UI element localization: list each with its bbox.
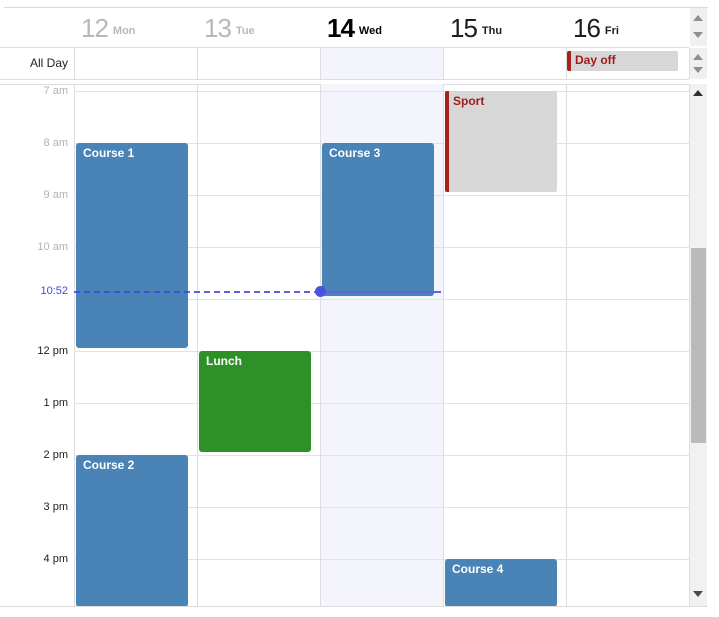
day-weekday: Thu bbox=[481, 25, 503, 37]
day-number: 13 bbox=[204, 12, 232, 43]
main-scrollbar[interactable] bbox=[690, 84, 707, 606]
event-course-1[interactable]: Course 1 bbox=[76, 143, 188, 348]
allday-column-line bbox=[443, 48, 444, 79]
allday-bottom-divider bbox=[0, 79, 689, 80]
time-label: 7 am bbox=[43, 85, 68, 97]
allday-row-label: All Day bbox=[29, 56, 68, 70]
day-number: 12 bbox=[81, 12, 109, 43]
scroll-down-icon[interactable] bbox=[693, 67, 703, 73]
column-line bbox=[320, 84, 321, 607]
scroll-down-icon[interactable] bbox=[693, 32, 703, 38]
time-label: 3 pm bbox=[43, 501, 68, 513]
allday-scrollbar[interactable] bbox=[690, 48, 707, 79]
event-lunch[interactable]: Lunch bbox=[199, 351, 311, 452]
time-label: 4 pm bbox=[43, 553, 68, 565]
allday-today-cell bbox=[320, 48, 443, 79]
column-line bbox=[443, 84, 444, 607]
time-label: 8 am bbox=[43, 137, 68, 149]
column-line bbox=[566, 84, 567, 607]
allday-top-divider bbox=[0, 47, 689, 48]
scroll-up-icon[interactable] bbox=[693, 15, 703, 21]
time-label: 12 pm bbox=[37, 345, 68, 357]
allday-column-line bbox=[74, 48, 75, 79]
time-label: 2 pm bbox=[43, 449, 68, 461]
hour-gridline bbox=[74, 559, 689, 560]
scroll-up-icon[interactable] bbox=[693, 90, 703, 96]
current-time-dot-icon bbox=[315, 286, 326, 297]
allday-event[interactable]: Day off bbox=[567, 51, 678, 71]
day-weekday: Tue bbox=[235, 25, 255, 37]
day-weekday: Wed bbox=[358, 25, 382, 37]
current-time-solid-line bbox=[320, 291, 441, 293]
allday-column-line bbox=[197, 48, 198, 79]
day-weekday: Fri bbox=[604, 25, 619, 37]
time-label: 10 am bbox=[37, 241, 68, 253]
allday-column-line bbox=[689, 48, 690, 79]
scrollbar-thumb[interactable] bbox=[691, 248, 706, 443]
scroll-down-icon[interactable] bbox=[693, 591, 703, 597]
day-header-thu[interactable]: 15 Thu bbox=[443, 8, 566, 47]
hour-gridline bbox=[74, 299, 689, 300]
time-label: 1 pm bbox=[43, 397, 68, 409]
header-top-divider bbox=[4, 7, 708, 8]
day-number: 14 bbox=[327, 12, 355, 43]
hour-gridline bbox=[74, 351, 689, 352]
scroll-up-icon[interactable] bbox=[693, 54, 703, 60]
hour-gridline bbox=[74, 91, 689, 92]
time-label: 9 am bbox=[43, 189, 68, 201]
event-sport[interactable]: Sport bbox=[445, 91, 557, 192]
hour-gridline bbox=[74, 403, 689, 404]
day-header-wed[interactable]: 14 Wed bbox=[320, 8, 443, 47]
day-number: 15 bbox=[450, 12, 478, 43]
event-course-4[interactable]: Course 4 bbox=[445, 559, 557, 607]
event-course-3[interactable]: Course 3 bbox=[322, 143, 434, 296]
current-time-dashed-line bbox=[74, 291, 320, 293]
grid-bottom-divider bbox=[0, 606, 708, 607]
day-header-fri[interactable]: 16 Fri bbox=[566, 8, 689, 47]
hour-gridline bbox=[74, 507, 689, 508]
column-line bbox=[74, 84, 75, 607]
event-course-2[interactable]: Course 2 bbox=[76, 455, 188, 607]
day-header-tue[interactable]: 13 Tue bbox=[197, 8, 320, 47]
header-scrollbar[interactable] bbox=[690, 8, 707, 46]
day-header-mon[interactable]: 12 Mon bbox=[74, 8, 197, 47]
current-time-label: 10:52 bbox=[40, 285, 68, 297]
column-line bbox=[689, 84, 690, 607]
allday-column-line bbox=[566, 48, 567, 79]
allday-column-line bbox=[320, 48, 321, 79]
hour-gridline bbox=[74, 455, 689, 456]
day-weekday: Mon bbox=[112, 25, 136, 37]
day-number: 16 bbox=[573, 12, 601, 43]
column-line bbox=[197, 84, 198, 607]
